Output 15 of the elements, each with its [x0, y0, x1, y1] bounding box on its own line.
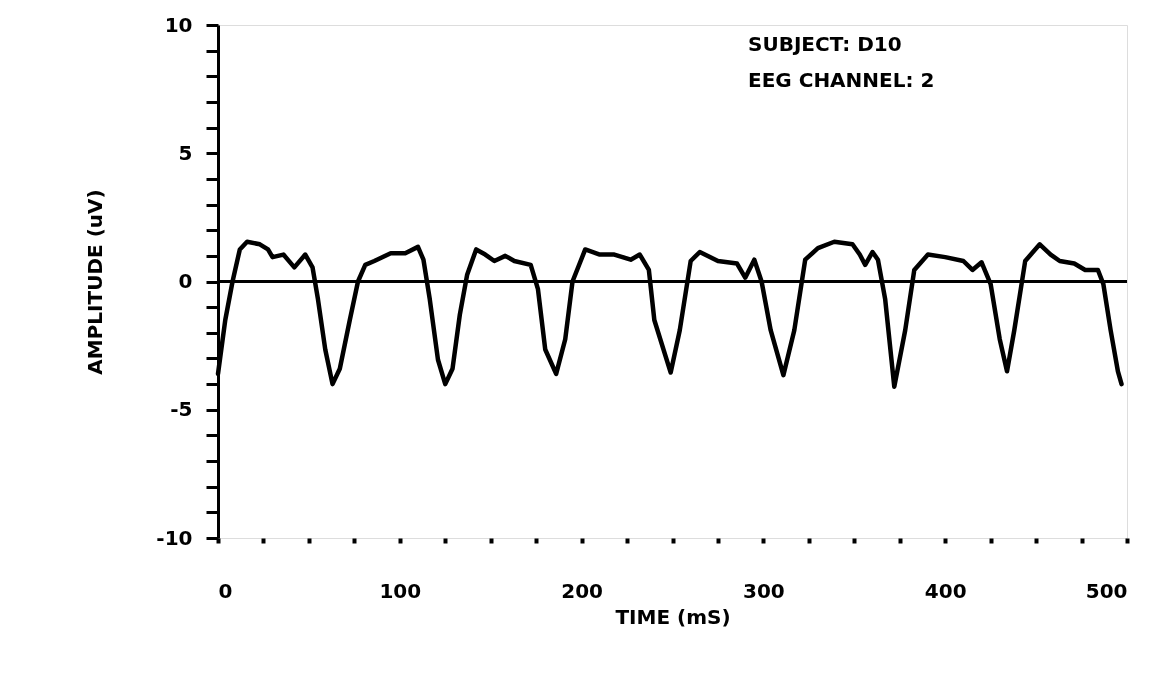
x-tick-label: 200	[561, 578, 603, 603]
y-tick-label: 0	[178, 269, 193, 293]
x-tick-label: 500	[1085, 578, 1128, 603]
x-tick-label: 300	[743, 578, 785, 603]
x-axis-title: TIME (mS)	[615, 604, 731, 629]
annotation: EEG CHANNEL: 2	[748, 68, 935, 92]
x-tick-label: 0	[218, 578, 233, 603]
y-tick-label: 10	[164, 12, 193, 37]
annotation: SUBJECT: D10	[748, 32, 902, 56]
y-tick-label: 5	[178, 140, 193, 165]
x-tick-label: 400	[924, 578, 967, 603]
y-tick-label: -10	[156, 525, 193, 550]
x-tick-label: 100	[379, 578, 422, 603]
y-axis-title: AMPLITUDE (uV)	[83, 189, 108, 375]
y-tick-label: -5	[170, 397, 193, 422]
